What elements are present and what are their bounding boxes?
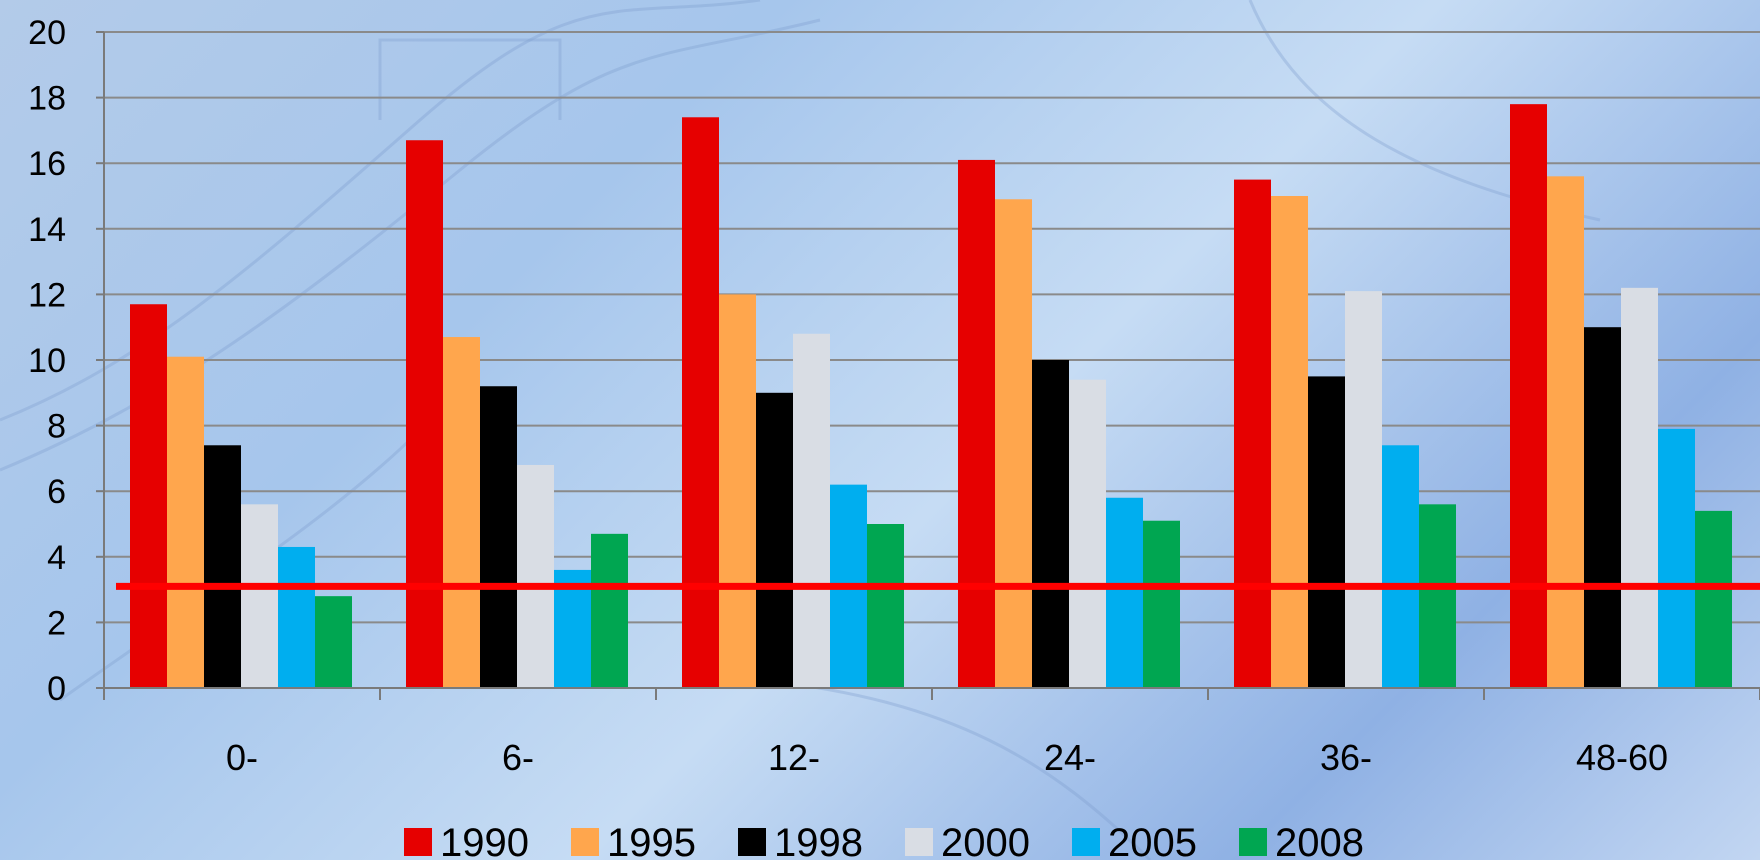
legend-swatch-2000 — [905, 828, 933, 856]
bar-1990-12- — [682, 117, 719, 688]
bar-1995-36- — [1271, 196, 1308, 688]
bar-1995-24- — [995, 199, 1032, 688]
y-tick-label: 2 — [47, 604, 66, 642]
legend-swatch-1998 — [738, 828, 766, 856]
y-tick-label: 10 — [28, 342, 66, 380]
bar-2000-24- — [1069, 379, 1106, 688]
legend-swatch-2008 — [1239, 828, 1267, 856]
bar-1990-48-60 — [1510, 104, 1547, 688]
bar-2000-6- — [517, 464, 554, 688]
bar-1990-0- — [130, 304, 167, 688]
legend-label-1995: 1995 — [607, 821, 696, 860]
bar-1998-36- — [1308, 376, 1345, 688]
bar-2008-36- — [1419, 504, 1456, 688]
category-label: 12- — [768, 737, 820, 778]
bar-1990-24- — [958, 159, 995, 689]
bar-2008-48-60 — [1695, 510, 1732, 688]
bar-1998-24- — [1032, 360, 1069, 688]
y-tick-label: 0 — [47, 670, 66, 708]
bar-1995-6- — [443, 337, 480, 688]
bar-1998-6- — [480, 386, 517, 688]
y-tick-label: 8 — [47, 408, 66, 446]
y-tick-label: 16 — [28, 145, 66, 183]
y-tick-label: 18 — [28, 80, 66, 118]
bar-2005-36- — [1382, 445, 1419, 688]
bar-2000-12- — [793, 333, 830, 688]
bar-1995-12- — [719, 294, 756, 688]
category-label: 6- — [502, 737, 534, 778]
y-tick-label: 12 — [28, 276, 66, 314]
y-tick-label: 6 — [47, 473, 66, 511]
bar-1995-48-60 — [1547, 176, 1584, 688]
bar-2008-6- — [591, 533, 628, 688]
legend: 1990 1995 1998 2000 2005 2008 — [404, 821, 1364, 860]
legend-swatch-1995 — [571, 828, 599, 856]
bar-2000-48-60 — [1621, 287, 1658, 688]
legend-label-2000: 2000 — [941, 821, 1030, 860]
category-label: 24- — [1044, 737, 1096, 778]
axes — [96, 31, 1760, 700]
bar-2005-0- — [278, 546, 315, 688]
category-label: 36- — [1320, 737, 1372, 778]
bar-2000-0- — [241, 504, 278, 688]
bar-2000-36- — [1345, 291, 1382, 688]
category-label: 48-60 — [1576, 737, 1668, 778]
bar-2008-24- — [1143, 520, 1180, 688]
y-tick-labels: 0 2 4 6 8 10 12 14 16 18 20 — [28, 14, 66, 708]
category-label: 0- — [226, 737, 258, 778]
bar-2008-0- — [315, 596, 352, 688]
bar-2005-48-60 — [1658, 428, 1695, 688]
legend-swatch-1990 — [404, 828, 432, 856]
bar-2005-24- — [1106, 497, 1143, 688]
bars — [130, 104, 1732, 689]
gridlines — [104, 31, 1760, 624]
bar-2008-12- — [867, 524, 904, 688]
bar-1998-12- — [756, 392, 793, 688]
legend-label-1990: 1990 — [440, 821, 529, 860]
y-tick-label: 20 — [28, 14, 66, 52]
y-tick-label: 4 — [47, 539, 66, 577]
bar-1998-0- — [204, 445, 241, 688]
bar-1990-6- — [406, 140, 443, 689]
bar-1990-36- — [1234, 179, 1271, 688]
legend-label-1998: 1998 — [774, 821, 863, 860]
category-labels: 0- 6- 12- 24- 36- 48-60 — [226, 737, 1668, 778]
y-tick-label: 14 — [28, 211, 66, 249]
bar-1995-0- — [167, 356, 204, 688]
legend-swatch-2005 — [1072, 828, 1100, 856]
legend-label-2005: 2005 — [1108, 821, 1197, 860]
legend-label-2008: 2008 — [1275, 821, 1364, 860]
bar-1998-48-60 — [1584, 327, 1621, 688]
